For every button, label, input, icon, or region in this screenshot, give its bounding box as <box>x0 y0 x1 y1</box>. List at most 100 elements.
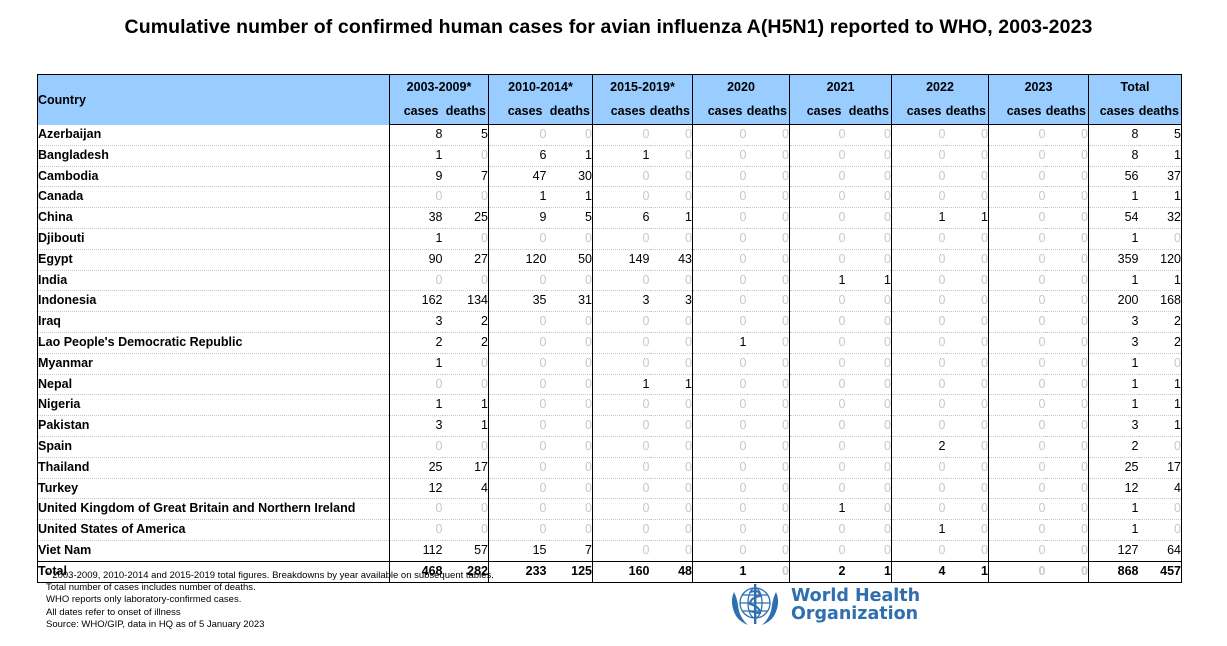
deaths-cell: 0 <box>845 436 892 458</box>
cases-cell: 0 <box>789 207 846 229</box>
deaths-cell: 282 <box>442 560 489 583</box>
deaths-cell: 0 <box>945 540 989 562</box>
cases-cell: 127 <box>1088 540 1139 562</box>
cases-cell: 0 <box>988 519 1046 541</box>
deaths-cell: 1 <box>546 186 593 209</box>
deaths-cell: 0 <box>945 166 989 188</box>
deaths-cell: 0 <box>1045 332 1089 354</box>
cases-cell: 0 <box>488 457 547 479</box>
cases-cell: 0 <box>891 394 946 417</box>
cases-cell: 25 <box>389 457 443 479</box>
who-wordmark-line: World Health <box>791 586 921 606</box>
cases-cell: 6 <box>592 207 650 229</box>
cases-cell: 0 <box>988 498 1046 521</box>
cases-cell: 0 <box>592 166 650 188</box>
deaths-cell: 0 <box>746 436 790 458</box>
table-row: China 38 25 9 5 6 1 0 0 0 0 1 1 0 0 54 32 <box>37 207 1182 229</box>
cases-cell: 0 <box>789 186 846 209</box>
cases-cell: 0 <box>389 519 443 541</box>
cases-cell: 3 <box>1088 332 1139 354</box>
cases-cell: 0 <box>789 415 846 437</box>
cases-cell: 0 <box>988 332 1046 354</box>
deaths-cell: 0 <box>649 270 693 292</box>
cases-cell: 0 <box>592 186 650 209</box>
country-cell: United States of America <box>37 519 390 541</box>
country-cell: Azerbaijan <box>37 124 390 146</box>
cases-cell: 8 <box>389 124 443 146</box>
deaths-cell: 0 <box>1138 353 1182 375</box>
deaths-cell: 31 <box>546 290 593 313</box>
cases-cell: 0 <box>692 457 747 479</box>
country-cell: Viet Nam <box>37 540 390 562</box>
deaths-cell: 0 <box>845 228 892 250</box>
table-row: Azerbaijan 8 5 0 0 0 0 0 0 0 0 0 0 0 0 8 5 <box>37 124 1182 146</box>
table-row: Thailand 25 17 0 0 0 0 0 0 0 0 0 0 0 0 25 17 <box>37 457 1182 479</box>
cases-cell: 1 <box>692 332 747 354</box>
deaths-cell: 0 <box>442 186 489 209</box>
deaths-cell: 0 <box>845 166 892 188</box>
country-cell: China <box>37 207 390 229</box>
cases-cell: 2 <box>891 436 946 458</box>
cases-cell: 0 <box>692 290 747 313</box>
cases-cell: 0 <box>488 415 547 437</box>
deaths-cell: 0 <box>746 332 790 354</box>
country-cell: Canada <box>37 186 390 209</box>
cases-cell: 1 <box>1088 519 1139 541</box>
cases-cell: 0 <box>988 540 1046 562</box>
deaths-cell: 3 <box>649 290 693 313</box>
cases-cell: 0 <box>488 374 547 396</box>
deaths-cell: 0 <box>649 415 693 437</box>
deaths-cell: 0 <box>1045 166 1089 188</box>
footnote: Source: WHO/GIP, data in HQ as of 5 Janu… <box>46 618 265 630</box>
deaths-cell: 0 <box>746 228 790 250</box>
deaths-cell: 0 <box>1045 124 1089 146</box>
table-row: India 0 0 0 0 0 0 0 0 1 1 0 0 0 0 1 1 <box>37 270 1182 292</box>
deaths-cell: 0 <box>845 207 892 229</box>
country-cell: Bangladesh <box>37 145 390 167</box>
cases-cell: 9 <box>488 207 547 229</box>
deaths-cell: 0 <box>945 457 989 479</box>
group-header: Total <box>1088 74 1182 99</box>
deaths-cell: 4 <box>442 478 489 500</box>
cases-cell: 0 <box>891 124 946 146</box>
deaths-cell: 0 <box>1045 311 1089 333</box>
footnote: WHO reports only laboratory-confirmed ca… <box>46 594 242 606</box>
cases-cell: 0 <box>891 228 946 250</box>
cases-cell: 0 <box>592 270 650 292</box>
cases-cell: 0 <box>789 228 846 250</box>
cases-cell: 0 <box>692 166 747 188</box>
cases-cell: 1 <box>1088 353 1139 375</box>
cases-cell: 0 <box>789 394 846 417</box>
cases-cell: 0 <box>692 186 747 209</box>
cases-cell: 4 <box>891 560 946 583</box>
table-row: Djibouti 1 0 0 0 0 0 0 0 0 0 0 0 0 0 1 0 <box>37 228 1182 250</box>
cases-cell: 47 <box>488 166 547 188</box>
deaths-cell: 48 <box>649 560 693 583</box>
deaths-cell: 0 <box>649 228 693 250</box>
deaths-cell: 0 <box>1045 374 1089 396</box>
cases-cell: 1 <box>488 186 547 209</box>
table-row: Indonesia 162 134 35 31 3 3 0 0 0 0 0 0 0 0 200 168 <box>37 290 1182 313</box>
deaths-cell: 0 <box>746 560 790 583</box>
deaths-cell: 1 <box>1138 394 1182 417</box>
deaths-cell: 0 <box>845 457 892 479</box>
cases-cell: 0 <box>789 124 846 146</box>
deaths-cell: 0 <box>442 270 489 292</box>
deaths-cell: 0 <box>546 519 593 541</box>
deaths-cell: 0 <box>649 353 693 375</box>
deaths-cell: 27 <box>442 249 489 271</box>
cases-cell: 1 <box>592 145 650 167</box>
deaths-cell: 0 <box>1045 498 1089 521</box>
cases-cell: 0 <box>891 374 946 396</box>
deaths-cell: 30 <box>546 166 593 188</box>
footnotes: * 2003-2009, 2010-2014 and 2015-2019 tot… <box>46 570 494 631</box>
deaths-cell: 5 <box>1138 124 1182 146</box>
deaths-cell: 0 <box>845 124 892 146</box>
cases-cell: 0 <box>891 498 946 521</box>
deaths-cell: 1 <box>546 145 593 167</box>
country-cell: Iraq <box>37 311 390 333</box>
cases-cell: 0 <box>789 353 846 375</box>
cases-cell: 0 <box>988 560 1046 583</box>
cases-cell: 35 <box>488 290 547 313</box>
cases-cell: 0 <box>488 332 547 354</box>
